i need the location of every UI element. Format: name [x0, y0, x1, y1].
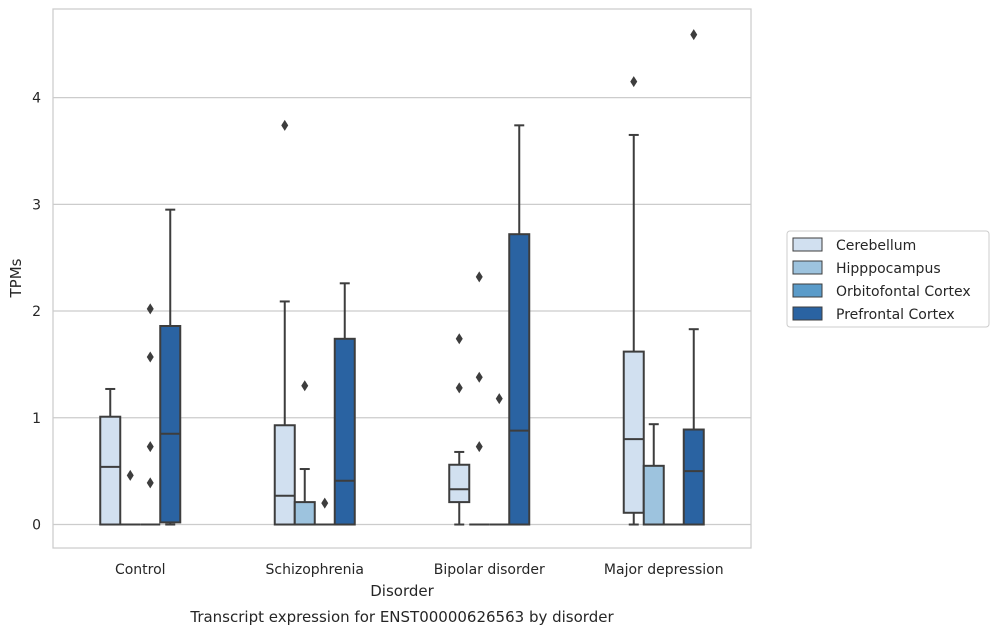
box-iqr	[273, 424, 296, 526]
x-tick-label: Schizophrenia	[266, 562, 364, 578]
outlier-point	[321, 497, 329, 509]
legend-label: Prefrontal Cortex	[836, 307, 955, 323]
box-prefrontal-cortex	[333, 282, 356, 526]
outlier-point	[475, 441, 483, 453]
outlier-point	[146, 303, 154, 315]
box-prefrontal-cortex	[159, 208, 182, 526]
box-cerebellum	[622, 76, 645, 526]
outlier-point	[146, 351, 154, 363]
outlier-point	[146, 441, 154, 453]
x-tick-label: Major depression	[604, 562, 724, 578]
box-orbitofontal-cortex	[140, 303, 161, 526]
box-orbitofontal-cortex	[489, 393, 510, 526]
box-cerebellum	[448, 333, 471, 526]
box-iqr	[99, 415, 122, 526]
legend-swatch	[792, 283, 823, 298]
box-iqr	[682, 428, 705, 526]
outlier-point	[475, 271, 483, 283]
outlier-point	[126, 469, 134, 481]
box-prefrontal-cortex	[508, 124, 531, 526]
outlier-point	[281, 119, 289, 131]
box-hipppocampus	[293, 380, 316, 526]
box-cerebellum	[273, 119, 296, 526]
chart-title: Transcript expression for ENST0000062656…	[189, 608, 614, 626]
legend-label: Cerebellum	[836, 238, 916, 254]
x-tick-label: Control	[115, 562, 166, 578]
box-cerebellum	[99, 387, 122, 526]
legend: Cerebellum Hipppocampus Orbitofontal Corte…	[786, 230, 990, 328]
outlier-point	[455, 333, 463, 345]
outlier-point	[630, 76, 638, 88]
x-axis-label: Disorder	[370, 582, 434, 600]
box-orbitofontal-cortex	[314, 497, 335, 526]
y-tick-label: 2	[32, 304, 41, 320]
y-tick-label: 0	[32, 518, 41, 534]
y-tick-label: 3	[32, 197, 41, 213]
legend-label: Orbitofontal Cortex	[836, 284, 971, 300]
legend-swatch	[792, 237, 823, 252]
box-hipppocampus	[469, 271, 490, 526]
legend-label: Hipppocampus	[836, 261, 941, 277]
box-iqr	[622, 350, 645, 514]
legend-swatch	[792, 260, 823, 275]
y-tick-label: 1	[32, 411, 41, 427]
x-tick-label: Bipolar disorder	[434, 562, 545, 578]
legend-frame	[786, 230, 990, 328]
y-tick-labels: 0 1 2 3 4	[32, 91, 41, 534]
outlier-point	[495, 393, 503, 405]
outlier-point	[475, 371, 483, 383]
outlier-point	[455, 382, 463, 394]
box-iqr	[159, 324, 182, 524]
x-tick-labels: Control Schizophrenia Bipolar disorder Majo…	[115, 562, 724, 578]
box-series	[99, 29, 705, 526]
box-iqr	[333, 337, 356, 526]
box-iqr	[642, 464, 665, 526]
outlier-point	[146, 477, 154, 489]
box-hipppocampus	[642, 423, 665, 526]
box-hipppocampus	[120, 469, 141, 526]
box-iqr	[293, 501, 316, 526]
outlier-point	[690, 29, 698, 41]
box-prefrontal-cortex	[682, 29, 705, 526]
y-axis-label: TPMs	[7, 258, 25, 298]
box-iqr	[448, 463, 471, 504]
legend-swatch	[792, 306, 823, 321]
y-tick-label: 4	[32, 91, 41, 107]
outlier-point	[301, 380, 309, 392]
box-iqr	[508, 233, 531, 526]
